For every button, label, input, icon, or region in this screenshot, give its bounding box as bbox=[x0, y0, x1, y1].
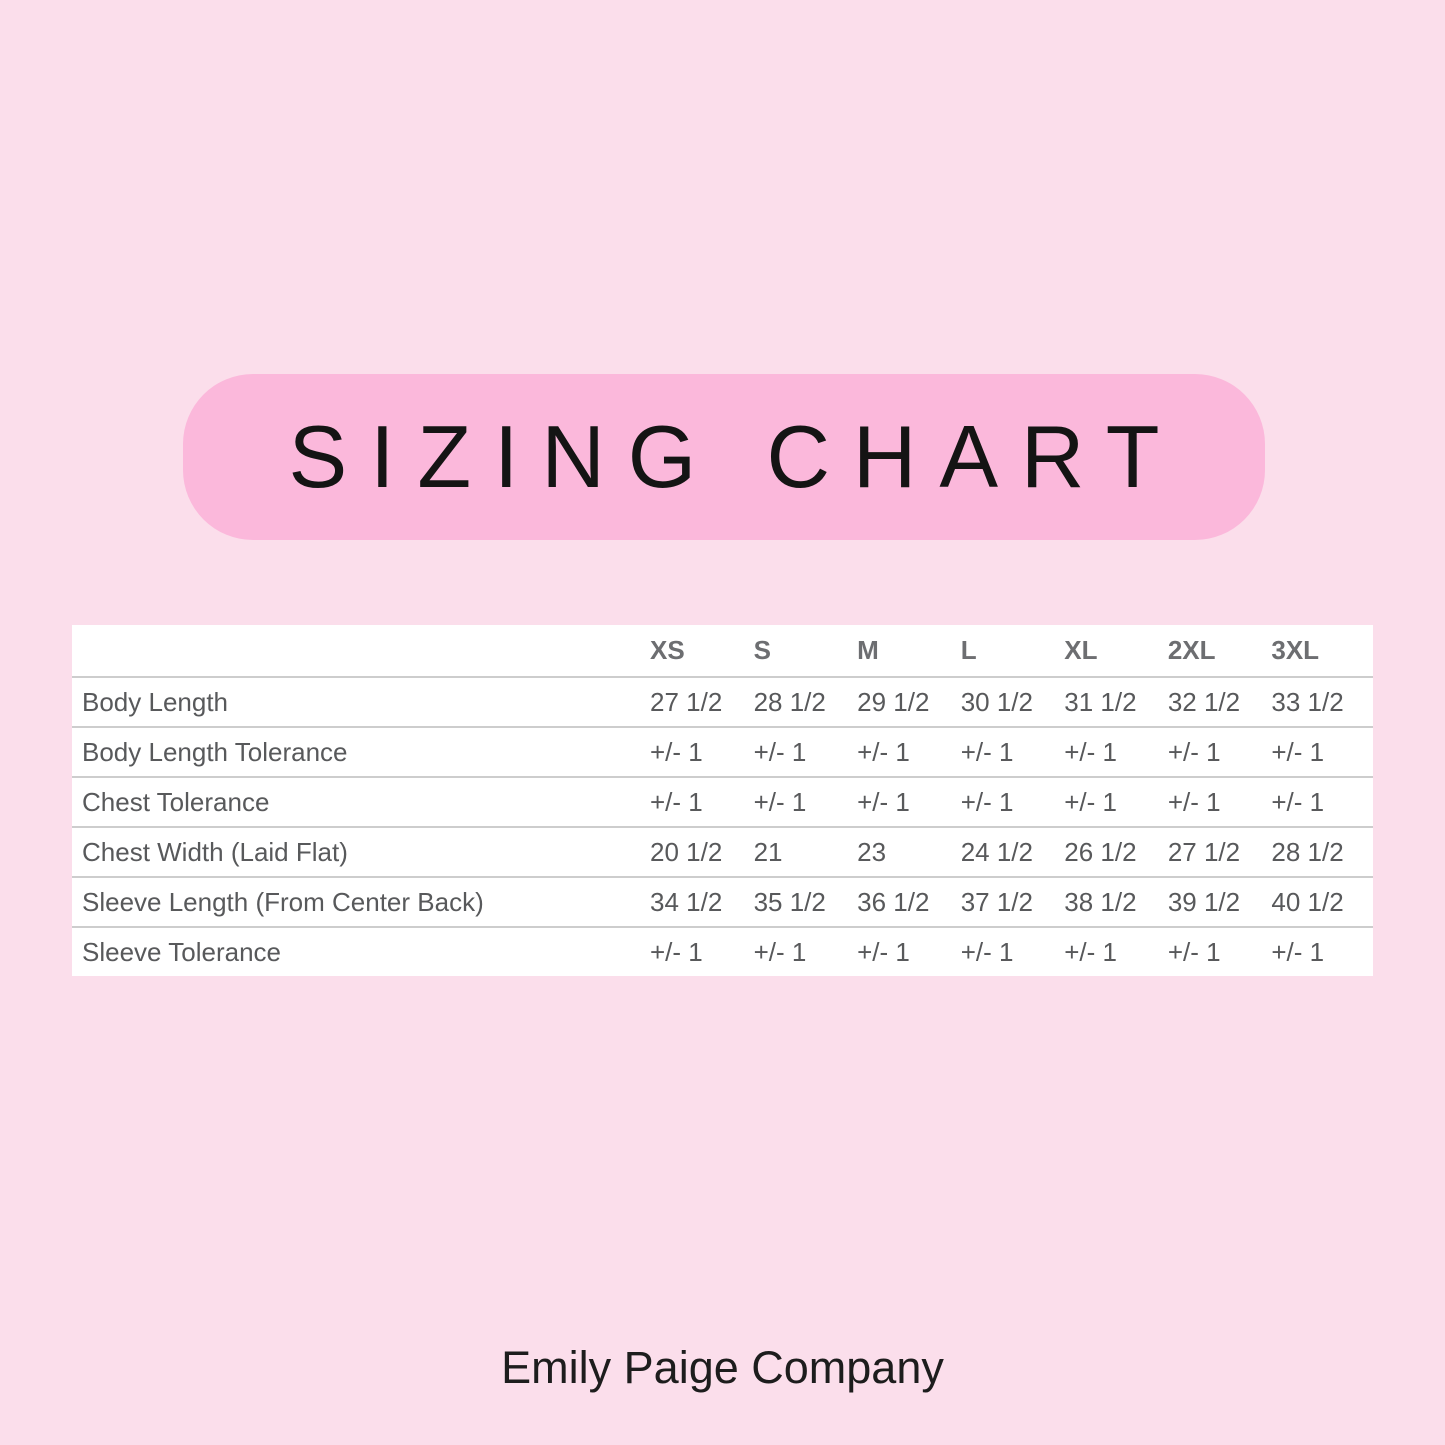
measurement-value: +/- 1 bbox=[1269, 726, 1373, 777]
corner-cell bbox=[72, 625, 648, 677]
measurement-value: +/- 1 bbox=[1269, 926, 1373, 976]
measurement-value: +/- 1 bbox=[648, 776, 752, 827]
measurement-value: 33 1/2 bbox=[1269, 676, 1373, 727]
measurement-value: 27 1/2 bbox=[648, 676, 752, 727]
measurement-value: 39 1/2 bbox=[1165, 876, 1270, 927]
measurement-value: 34 1/2 bbox=[648, 876, 752, 927]
table-row: Body Length Tolerance +/- 1 +/- 1 +/- 1 +/- … bbox=[72, 726, 1373, 777]
measurement-value: 32 1/2 bbox=[1165, 676, 1270, 727]
size-column-header: M bbox=[857, 635, 879, 665]
measurement-value: +/- 1 bbox=[1062, 926, 1166, 976]
measurement-value: 27 1/2 bbox=[1165, 826, 1270, 877]
brand-name: Emily Paige Company bbox=[501, 1342, 944, 1393]
measurement-value: 29 1/2 bbox=[855, 676, 959, 727]
measurement-value: +/- 1 bbox=[1062, 726, 1166, 777]
measurement-value: +/- 1 bbox=[1165, 776, 1270, 827]
measurement-value: 26 1/2 bbox=[1062, 826, 1166, 877]
measurement-value: 24 1/2 bbox=[958, 826, 1063, 877]
measurement-value: +/- 1 bbox=[1269, 776, 1373, 827]
measurement-value: +/- 1 bbox=[958, 776, 1063, 827]
size-column-header: 3XL bbox=[1271, 635, 1320, 665]
size-header-row: XS S M L XL 2XL 3XL bbox=[72, 625, 1373, 677]
measurement-value: 35 1/2 bbox=[751, 876, 856, 927]
measurement-value: +/- 1 bbox=[958, 926, 1063, 976]
table-row: Chest Tolerance +/- 1 +/- 1 +/- 1 +/- 1 +/- 1… bbox=[72, 776, 1373, 827]
measurement-value: 30 1/2 bbox=[958, 676, 1063, 727]
measurement-value: +/- 1 bbox=[648, 726, 752, 777]
sizing-table-body: Body Length 27 1/2 28 1/2 29 1/2 30 1/2 31 1/… bbox=[72, 676, 1373, 976]
measurement-value: +/- 1 bbox=[1165, 926, 1270, 976]
size-column-header: XL bbox=[1064, 635, 1098, 665]
measurement-label: Sleeve Tolerance bbox=[72, 926, 648, 976]
measurement-value: +/- 1 bbox=[1165, 726, 1270, 777]
measurement-value: 38 1/2 bbox=[1062, 876, 1166, 927]
table-row: Body Length 27 1/2 28 1/2 29 1/2 30 1/2 31 1/… bbox=[72, 676, 1373, 727]
sizing-table: XS S M L XL 2XL 3XL Body Length 27 1/2 28 1/2 29 … bbox=[72, 625, 1373, 976]
measurement-label: Chest Width (Laid Flat) bbox=[72, 826, 648, 877]
measurement-label: Sleeve Length (From Center Back) bbox=[72, 876, 648, 927]
title-banner: SIZING CHART bbox=[183, 374, 1265, 540]
measurement-value: 21 bbox=[751, 826, 856, 877]
table-row: Sleeve Length (From Center Back) 34 1/2 35… bbox=[72, 876, 1373, 927]
measurement-value: 40 1/2 bbox=[1269, 876, 1373, 927]
measurement-value: 28 1/2 bbox=[751, 676, 856, 727]
measurement-value: +/- 1 bbox=[958, 726, 1063, 777]
measurement-value: +/- 1 bbox=[751, 926, 856, 976]
size-column-header: 2XL bbox=[1167, 635, 1216, 665]
measurement-label: Body Length bbox=[72, 676, 648, 727]
measurement-value: +/- 1 bbox=[751, 726, 856, 777]
measurement-value: +/- 1 bbox=[855, 926, 959, 976]
measurement-value: 37 1/2 bbox=[958, 876, 1063, 927]
measurement-value: 28 1/2 bbox=[1269, 826, 1373, 877]
table-row: Sleeve Tolerance +/- 1 +/- 1 +/- 1 +/- 1 +/- … bbox=[72, 926, 1373, 976]
page-title: SIZING CHART bbox=[288, 407, 1183, 506]
size-column-header: S bbox=[753, 635, 771, 665]
measurement-value: +/- 1 bbox=[855, 776, 959, 827]
measurement-value: 36 1/2 bbox=[855, 876, 959, 927]
size-column-header: XS bbox=[650, 635, 685, 665]
measurement-value: +/- 1 bbox=[855, 726, 959, 777]
size-column-header: L bbox=[960, 635, 977, 665]
measurement-value: 31 1/2 bbox=[1062, 676, 1166, 727]
measurement-value: +/- 1 bbox=[751, 776, 856, 827]
measurement-label: Body Length Tolerance bbox=[72, 726, 648, 777]
measurement-value: +/- 1 bbox=[1062, 776, 1166, 827]
table-row: Chest Width (Laid Flat) 20 1/2 21 23 24 1/2 2… bbox=[72, 826, 1373, 877]
sizing-table-head: XS S M L XL 2XL 3XL bbox=[72, 625, 1373, 677]
measurement-label: Chest Tolerance bbox=[72, 776, 648, 827]
measurement-value: 23 bbox=[855, 826, 959, 877]
measurement-value: 20 1/2 bbox=[648, 826, 752, 877]
measurement-value: +/- 1 bbox=[648, 926, 752, 976]
